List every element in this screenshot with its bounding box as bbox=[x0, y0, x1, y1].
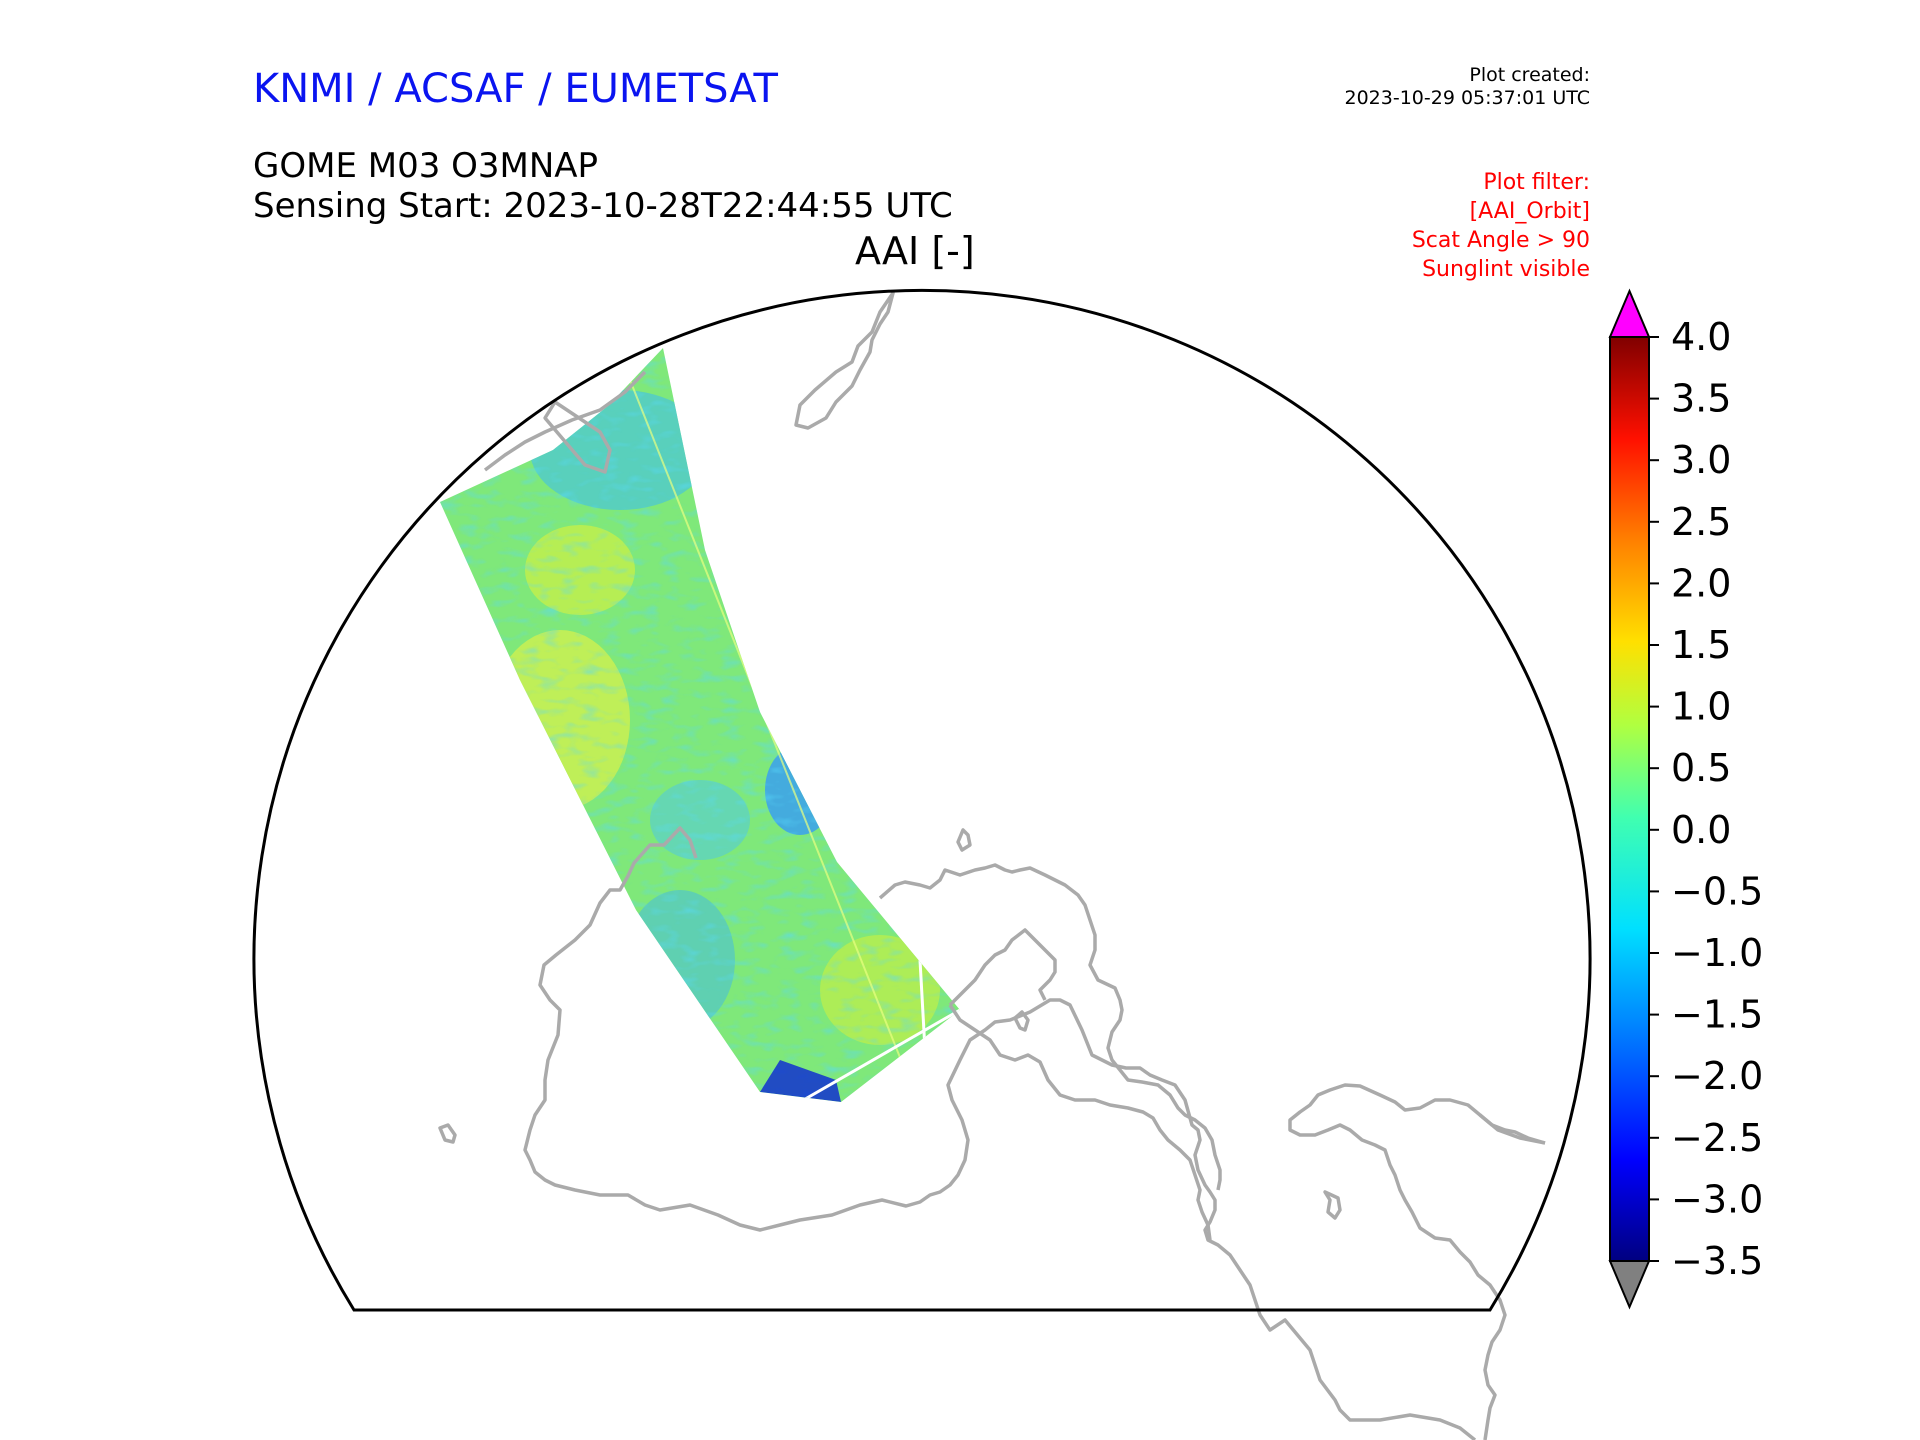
colorbar-scale bbox=[1609, 336, 1650, 1262]
coastline-antarctic-peninsula bbox=[948, 1004, 1212, 1241]
swath-gap-line bbox=[918, 959, 927, 1051]
coastline-south-america bbox=[1288, 1083, 1546, 1440]
plot-filter-line: Scat Angle > 90 bbox=[1411, 228, 1590, 253]
coastline-east-antarctica bbox=[878, 863, 1222, 1191]
colorbar-tick-label: −0.5 bbox=[1671, 869, 1763, 913]
colorbar-over-extend bbox=[1608, 288, 1651, 338]
coastlines bbox=[438, 291, 1546, 1440]
colorbar-tick-label: 0.5 bbox=[1671, 746, 1731, 790]
colorbar-tick-label: 3.5 bbox=[1671, 377, 1731, 421]
coastline-falklands bbox=[1323, 1190, 1342, 1220]
colorbar-tick-label: 3.0 bbox=[1671, 438, 1731, 482]
colorbar-ticks: 4.0 3.5 3.0 2.5 2.0 1.5 1.0 0.5 0.0 −0.5 −1.0 −1.5 −… bbox=[1649, 315, 1763, 1283]
coastline-new-zealand bbox=[794, 291, 895, 430]
aai-swath bbox=[440, 348, 960, 1102]
plot-filter: Plot filter: [AAI_Orbit] Scat Angle > 90… bbox=[1412, 168, 1590, 284]
colorbar-tick-label: −1.0 bbox=[1671, 931, 1763, 975]
variable-title: AAI [-] bbox=[855, 229, 975, 273]
plot-created: Plot created: 2023-10-29 05:37:01 UTC bbox=[1345, 64, 1591, 110]
colorbar-under-extend bbox=[1608, 1260, 1651, 1310]
colorbar-tick-label: −2.5 bbox=[1671, 1116, 1763, 1160]
sensing-start: Sensing Start: 2023-10-28T22:44:55 UTC bbox=[253, 186, 953, 226]
plot-filter-line: Sunglint visible bbox=[1422, 257, 1590, 282]
coastline-small-island bbox=[1013, 1010, 1030, 1032]
colorbar-tick-label: −2.0 bbox=[1671, 1054, 1763, 1098]
coastline-tasmania bbox=[543, 400, 612, 474]
colorbar-tick-label: 2.0 bbox=[1671, 561, 1731, 605]
colorbar-tick-label: 4.0 bbox=[1671, 315, 1731, 359]
plot-created-time: 2023-10-29 05:37:01 UTC bbox=[1344, 87, 1591, 109]
colorbar-tick-label: 0.0 bbox=[1671, 808, 1731, 852]
coastline-australia bbox=[483, 370, 647, 472]
coastline-south-america-east bbox=[1478, 1113, 1546, 1145]
coastline-small-island bbox=[956, 828, 972, 852]
organization-title: KNMI / ACSAF / EUMETSAT bbox=[253, 66, 778, 112]
coastline-antarctica bbox=[523, 826, 1477, 1440]
product-name: GOME M03 O3MNAP bbox=[253, 146, 599, 186]
swath-texture bbox=[440, 348, 960, 1102]
coastline-south-georgia bbox=[438, 1123, 457, 1144]
colorbar-tick-label: 2.5 bbox=[1671, 500, 1731, 544]
map-boundary bbox=[252, 288, 1592, 1312]
colorbar-tick-label: 1.5 bbox=[1671, 623, 1731, 667]
swath-gap-line bbox=[799, 1008, 960, 1102]
plot-created-label: Plot created: bbox=[1469, 64, 1590, 86]
colorbar-tick-label: −3.5 bbox=[1671, 1239, 1763, 1283]
coastline-ross-sea bbox=[948, 928, 1057, 1007]
colorbar: 4.0 3.5 3.0 2.5 2.0 1.5 1.0 0.5 0.0 −0.5 −1.0 −1.5 −… bbox=[1608, 288, 1763, 1310]
colorbar-tick-label: −3.0 bbox=[1671, 1177, 1763, 1221]
plot-filter-line: [AAI_Orbit] bbox=[1469, 199, 1590, 224]
plot-filter-title: Plot filter: bbox=[1483, 170, 1590, 195]
colorbar-tick-label: −1.5 bbox=[1671, 993, 1763, 1037]
colorbar-tick-label: 1.0 bbox=[1671, 685, 1731, 729]
